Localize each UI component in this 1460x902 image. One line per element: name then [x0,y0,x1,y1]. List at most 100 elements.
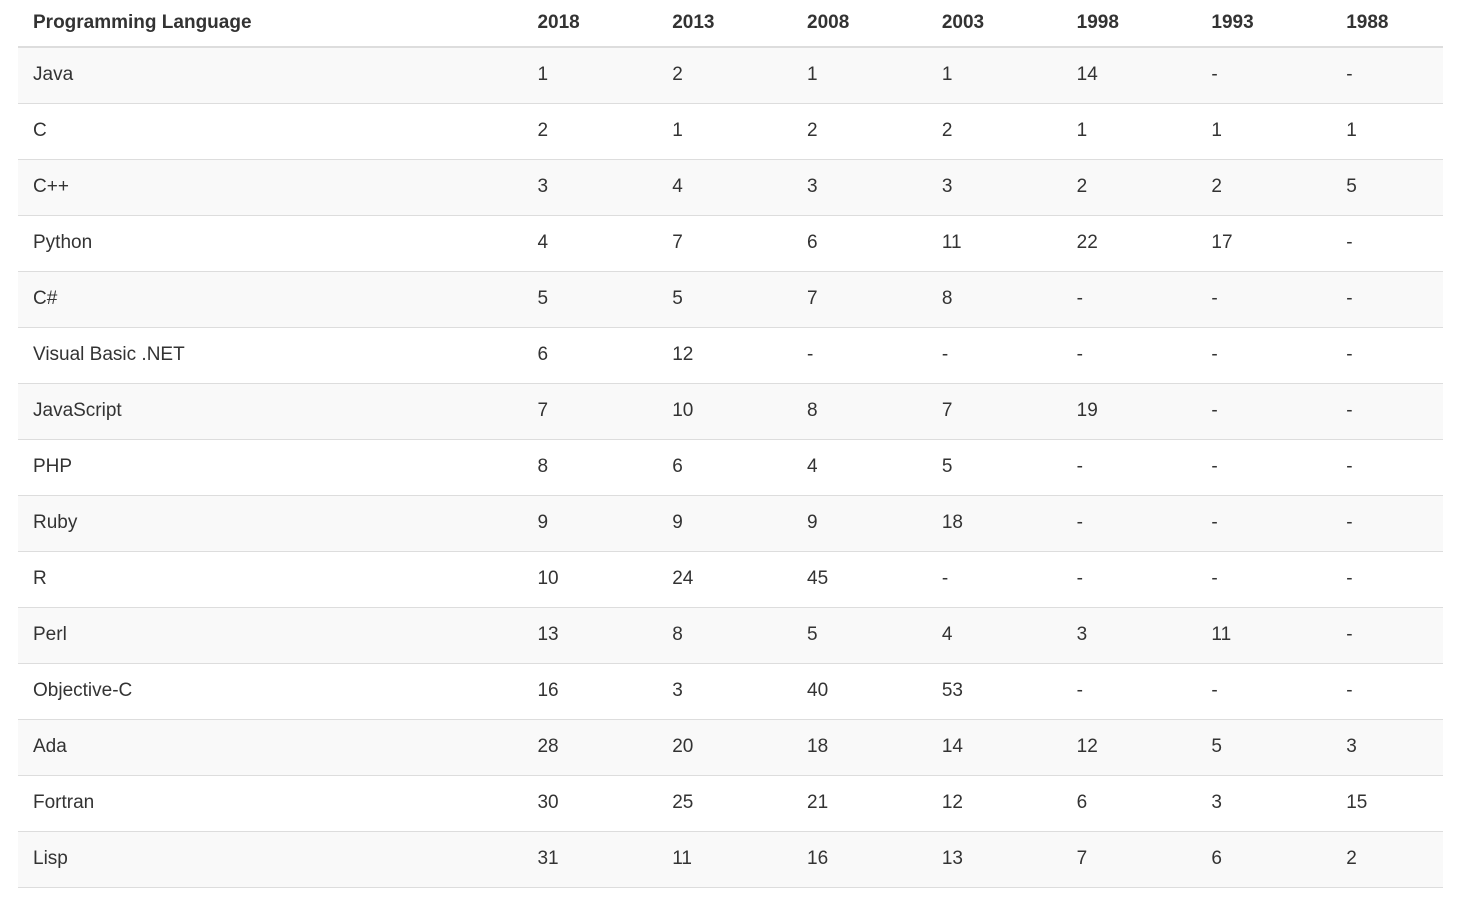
rank-cell: 5 [926,438,1062,495]
rank-cell: - [1331,326,1443,383]
rank-cell: - [1061,494,1197,551]
rank-cell: 8 [657,606,793,663]
rank-cell: 17 [1196,214,1332,271]
rank-cell: 4 [657,158,793,215]
rank-cell: 4 [522,214,658,271]
rank-cell: 18 [792,718,927,775]
rank-cell: - [792,326,927,383]
language-cell: Visual Basic .NET [18,326,523,383]
rankings-table: Programming Language 2018 2013 2008 2003 1998… [18,0,1443,888]
rank-cell: 9 [522,494,658,551]
rank-cell: - [1061,662,1197,719]
rank-cell: 24 [657,550,793,607]
rank-cell: 19 [1061,382,1197,439]
rank-cell: 6 [792,214,927,271]
language-cell: PHP [18,438,523,495]
language-cell: C++ [18,158,523,215]
rank-cell: - [1331,270,1443,327]
rank-cell: 13 [522,606,658,663]
rank-cell: - [926,326,1062,383]
rank-cell: 8 [792,382,927,439]
rank-cell: 3 [1061,606,1197,663]
rank-cell: 8 [522,438,658,495]
rank-cell: 7 [926,382,1062,439]
rank-cell: - [1331,382,1443,439]
rank-cell: 1 [1196,102,1332,159]
language-cell: Java [18,46,523,103]
rank-cell: 7 [657,214,793,271]
rank-cell: 3 [926,158,1062,215]
table-row: C# 5 5 7 8- - - [18,270,1443,327]
rank-cell: 5 [792,606,927,663]
rank-cell: 3 [657,662,793,719]
rank-cell: - [1061,270,1197,327]
rank-cell: 9 [792,494,927,551]
rank-cell: 11 [657,830,793,888]
table-row: R 10 24 45- - - - [18,550,1443,607]
language-cell: Ada [18,718,523,775]
rank-cell: 7 [1061,830,1197,888]
rank-cell: 13 [926,830,1062,888]
rank-cell: 3 [1196,774,1332,831]
rank-cell: 7 [522,382,658,439]
rank-cell: 2 [792,102,927,159]
rank-cell: 30 [522,774,658,831]
rank-cell: 12 [657,326,793,383]
table-header: Programming Language 2018 2013 2008 2003 1998… [18,0,1443,48]
language-cell: Lisp [18,830,523,888]
language-cell: Objective-C [18,662,523,719]
rank-cell: 40 [792,662,927,719]
column-header-year: 2008 [792,0,927,48]
language-cell: Python [18,214,523,271]
rank-cell: - [1331,214,1443,271]
table-row: Perl 13 8 5 4 3 11- [18,606,1443,663]
rank-cell: 4 [792,438,927,495]
rank-cell: 5 [1196,718,1332,775]
rank-cell: 1 [522,46,658,103]
rank-cell: 20 [657,718,793,775]
rank-cell: 2 [1331,830,1443,888]
table-row: Fortran 30 25 21 12 6 3 15 [18,774,1443,831]
rank-cell: - [1196,662,1332,719]
column-header-year: 2013 [657,0,793,48]
rank-cell: - [1196,494,1332,551]
rank-cell: 5 [1331,158,1443,215]
rank-cell: - [1196,326,1332,383]
column-header-year: 1993 [1196,0,1332,48]
language-cell: C [18,102,523,159]
rank-cell: 3 [792,158,927,215]
rank-cell: 6 [1196,830,1332,888]
rank-cell: - [1196,46,1332,103]
rank-cell: 9 [657,494,793,551]
rank-cell: - [1331,606,1443,663]
table-row: Lisp 31 11 16 13 7 6 2 [18,830,1443,888]
rank-cell: 3 [1331,718,1443,775]
rank-cell: 11 [1196,606,1332,663]
rank-cell: - [1061,438,1197,495]
column-header-year: 2018 [522,0,658,48]
rank-cell: 16 [522,662,658,719]
rank-cell: - [1061,326,1197,383]
language-cell: Ruby [18,494,523,551]
rank-cell: 1 [1331,102,1443,159]
rank-cell: - [1196,550,1332,607]
rank-cell: 5 [657,270,793,327]
rank-cell: 22 [1061,214,1197,271]
rank-cell: 1 [657,102,793,159]
rank-cell: - [1331,438,1443,495]
table-body: Java 1 2 1 1 14- - C 2 1 2 2 1 1 1 C++ 3 4 3 3 2 2 5 Python 4 7 6 1… [18,46,1443,888]
language-cell: JavaScript [18,382,523,439]
rank-cell: 25 [657,774,793,831]
rank-cell: 7 [792,270,927,327]
table-row: Ada 28 20 18 14 12 5 3 [18,718,1443,775]
rank-cell: 4 [926,606,1062,663]
rank-cell: 3 [522,158,658,215]
rank-cell: 10 [657,382,793,439]
rank-cell: - [1061,550,1197,607]
rank-cell: 53 [926,662,1062,719]
rank-cell: 1 [926,46,1062,103]
table-row: JavaScript 7 10 8 7 19- - [18,382,1443,439]
table-row: C++ 3 4 3 3 2 2 5 [18,158,1443,215]
rank-cell: - [926,550,1062,607]
rank-cell: - [1331,662,1443,719]
